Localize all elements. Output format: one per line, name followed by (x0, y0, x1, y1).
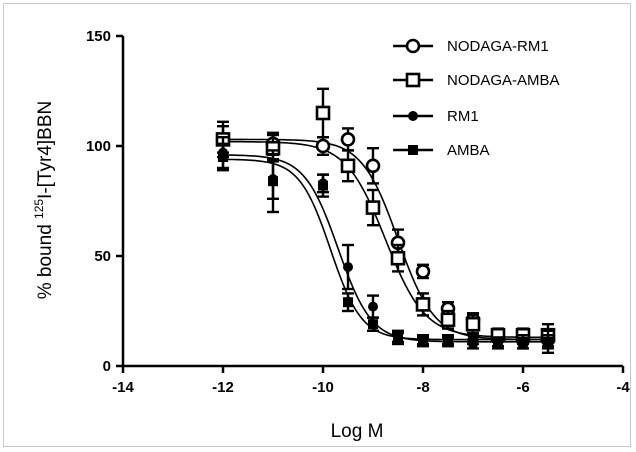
fit-curves (223, 138, 548, 343)
fit-curve (223, 140, 548, 339)
legend-marker (408, 145, 418, 155)
y-tick-label: 0 (103, 358, 111, 375)
data-point (368, 319, 378, 330)
series-amba (217, 142, 554, 354)
data-point (343, 262, 353, 272)
y-axis-title-suffix: I-[Tyr4]BBN (35, 101, 56, 199)
legend-label: NODAGA-AMBA (447, 72, 560, 89)
data-point (393, 332, 403, 343)
data-point (468, 334, 478, 345)
data-point (218, 152, 228, 162)
data-point (465, 316, 481, 332)
data-points (215, 87, 556, 354)
data-point (543, 336, 553, 347)
series-nodaga-amba (215, 87, 556, 348)
data-point (443, 334, 453, 345)
x-tick-label: -14 (112, 379, 134, 396)
x-axis-title: Log M (331, 421, 384, 442)
x-tick-label: -8 (416, 379, 429, 396)
data-point (368, 301, 378, 312)
x-tick-label: -6 (516, 379, 529, 396)
y-tick-label: 100 (86, 138, 111, 155)
x-tick-label: -4 (616, 379, 630, 396)
x-tick-label: -12 (212, 379, 234, 396)
data-point (440, 312, 456, 328)
data-point (343, 297, 353, 308)
legend-label: AMBA (447, 142, 490, 159)
legend-marker (408, 111, 418, 121)
data-point (315, 138, 331, 154)
fit-curve (223, 158, 548, 341)
data-point (415, 297, 431, 312)
legend-marker (405, 38, 421, 54)
data-point (365, 200, 381, 215)
data-point (365, 158, 381, 174)
data-point (340, 132, 356, 147)
chart-frame (3, 3, 631, 447)
series-rm1 (217, 135, 554, 350)
y-tick-label: 50 (94, 248, 111, 265)
x-tick-label: -10 (312, 379, 334, 396)
legend-marker (405, 72, 421, 88)
data-point (418, 334, 428, 345)
data-point (268, 176, 278, 187)
data-point (318, 180, 328, 191)
data-point (340, 158, 356, 174)
data-point (315, 105, 331, 121)
data-point (415, 264, 431, 279)
axes: 0 50 100 150 -14 -12 -10 -8 -6 -4 (86, 28, 630, 396)
data-point (390, 250, 406, 266)
legend: NODAGA-RM1 NODAGA-AMBA RM1 AMBA (393, 38, 560, 159)
y-axis-title: % bound 125I-[Tyr4]BBN (32, 101, 56, 300)
y-tick-label: 150 (86, 28, 111, 45)
data-point (493, 336, 503, 347)
legend-label: RM1 (447, 108, 479, 125)
y-axis-title-prefix: % bound (35, 219, 56, 299)
data-point (518, 336, 528, 347)
y-axis-title-sup: 125 (32, 199, 46, 219)
legend-label: NODAGA-RM1 (447, 38, 549, 55)
